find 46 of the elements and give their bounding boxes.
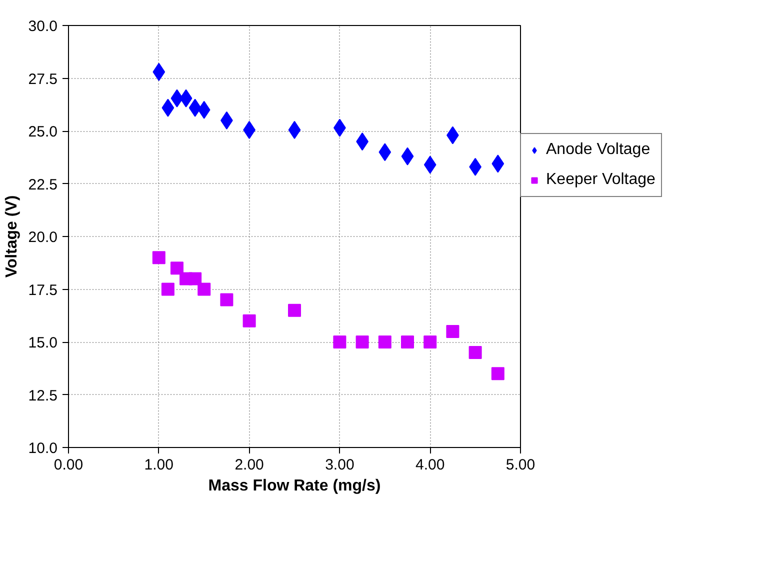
point	[378, 336, 392, 348]
point	[288, 120, 301, 139]
legend-label: Keeper Voltage	[546, 171, 656, 189]
point	[468, 346, 482, 360]
point	[162, 98, 174, 117]
y-axis-title: Voltage (V)	[3, 195, 20, 278]
legend-label: Anode Voltage	[546, 141, 650, 159]
point	[170, 89, 184, 108]
y-tick-label: 25.0	[28, 124, 58, 140]
point	[492, 154, 504, 173]
point	[424, 156, 436, 174]
y-tick-label: 30.0	[28, 18, 58, 35]
point	[356, 336, 369, 348]
point	[401, 147, 414, 166]
y-tick-label: 20.0	[28, 229, 58, 246]
point	[491, 367, 504, 380]
point	[170, 262, 184, 275]
x-tick-label: 5.00	[506, 456, 536, 474]
point	[288, 304, 301, 317]
y-tick-label: 10.0	[28, 440, 58, 457]
y-tick-label: 17.5	[28, 282, 58, 299]
point	[401, 336, 414, 348]
point	[424, 336, 437, 348]
point	[333, 336, 346, 348]
x-tick-label: 0.00	[54, 456, 84, 474]
point	[446, 324, 460, 338]
point	[188, 98, 202, 117]
x-tick-label: 3.00	[325, 456, 354, 474]
point	[161, 282, 174, 296]
point	[152, 62, 166, 81]
y-tick-label: 12.5	[28, 387, 58, 404]
point	[188, 272, 202, 286]
point	[152, 251, 166, 264]
point	[220, 293, 234, 306]
point	[180, 89, 192, 108]
point	[198, 282, 211, 296]
x-axis-title: Mass Flow Rate (mg/s)	[208, 478, 381, 494]
point	[198, 100, 210, 119]
y-tick-label: 27.5	[28, 70, 58, 88]
point	[378, 143, 392, 162]
x-tick-label: 2.00	[234, 456, 264, 474]
y-tick-label: 15.0	[28, 334, 58, 352]
y-tick-label: 22.5	[28, 176, 58, 194]
point	[242, 314, 256, 328]
x-tick-label: 1.00	[144, 456, 174, 474]
x-tick-label: 4.00	[416, 456, 445, 474]
